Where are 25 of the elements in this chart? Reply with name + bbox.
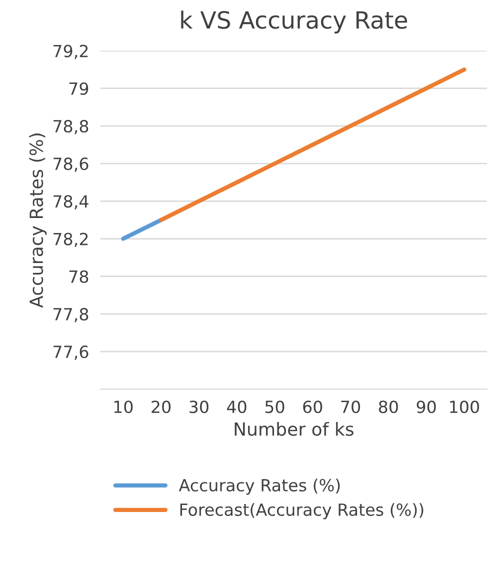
y-tick-label: 78	[69, 270, 88, 283]
y-tick-label: 78,8	[54, 120, 88, 134]
x-tick-label: 40	[227, 400, 246, 414]
x-tick-label: 100	[450, 400, 479, 414]
x-tick-label: 30	[190, 400, 208, 414]
y-tick-label: 77,6	[54, 346, 88, 360]
y-tick-label: 79,2	[54, 44, 88, 60]
y-axis-title: Accuracy Rates (%)	[29, 134, 47, 308]
legend-label: Forecast(Accuracy Rates (%))	[180, 503, 424, 520]
x-tick-label: 70	[341, 400, 360, 414]
y-tick-label: 78,2	[54, 232, 88, 248]
x-tick-label: 20	[152, 400, 171, 414]
y-tick-label: 77,8	[54, 308, 88, 322]
line-series	[158, 67, 466, 222]
x-tick-label: 50	[265, 400, 284, 414]
x-axis-title: Number of ks	[234, 422, 354, 436]
chart-title: k VS Accuracy Rate	[181, 10, 408, 34]
x-tick-label: 60	[303, 400, 322, 414]
x-tick-label: 90	[416, 400, 436, 414]
x-tick-label: 80	[378, 400, 398, 414]
legend-label: Accuracy Rates (%)	[178, 478, 340, 495]
y-tick-label: 78,6	[54, 158, 88, 172]
y-tick-label: 78,4	[54, 195, 88, 210]
y-tick-label: 79	[69, 82, 88, 95]
x-tick-label: 10	[114, 400, 133, 414]
